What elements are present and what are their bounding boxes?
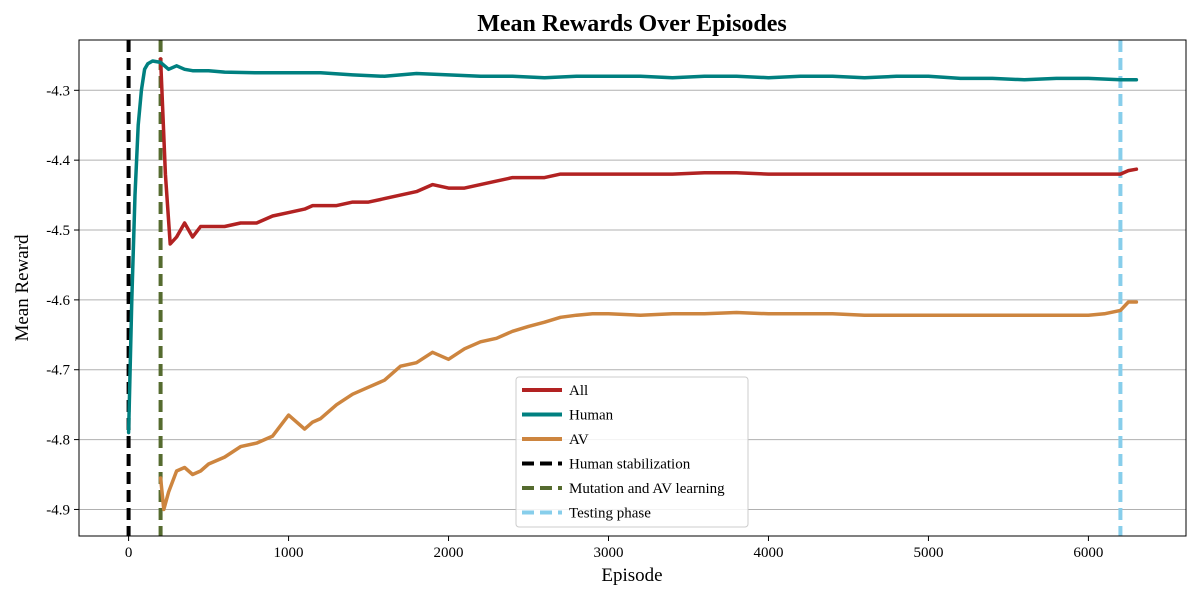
y-tick-label: -4.6 [46,293,70,309]
x-tick-label: 6000 [1073,545,1103,561]
x-tick-label: 4000 [753,545,783,561]
series-line-human [126,59,1139,435]
series-line-av [158,300,1139,512]
legend-label: AV [569,432,589,448]
x-tick-label: 3000 [594,545,624,561]
plot-area-frame [78,39,1187,537]
y-axis-ticks: -4.3 -4.4 -4.5 -4.6 -4.7 -4.8 -4.9 [46,83,79,518]
y-tick-label: -4.8 [46,433,70,449]
x-axis-label: Episode [601,565,662,586]
x-tick-label: 1000 [274,545,304,561]
y-axis-label: Mean Reward [12,234,33,342]
x-tick-label: 5000 [913,545,943,561]
x-tick-label: 0 [125,545,133,561]
legend-label: Mutation and AV learning [569,481,725,497]
y-tick-label: -4.9 [46,502,70,518]
legend: All Human AV Human stabilization Mutation an… [515,376,749,528]
chart-title: Mean Rewards Over Episodes [477,11,787,37]
y-tick-label: -4.3 [46,83,70,99]
y-tick-label: -4.4 [46,153,70,169]
y-tick-label: -4.7 [46,363,70,379]
legend-label: Testing phase [569,506,651,522]
legend-label: Human [569,408,614,424]
y-tick-label: -4.5 [46,223,70,239]
legend-label: All [569,383,588,399]
legend-label: Human stabilization [569,457,691,473]
x-axis-ticks: 0 1000 2000 3000 4000 5000 6000 [125,536,1103,561]
legend-box [515,376,749,528]
series-line-all [158,57,1139,246]
phase-marker-lines [126,40,1123,536]
data-series [126,57,1139,512]
x-tick-label: 2000 [434,545,464,561]
